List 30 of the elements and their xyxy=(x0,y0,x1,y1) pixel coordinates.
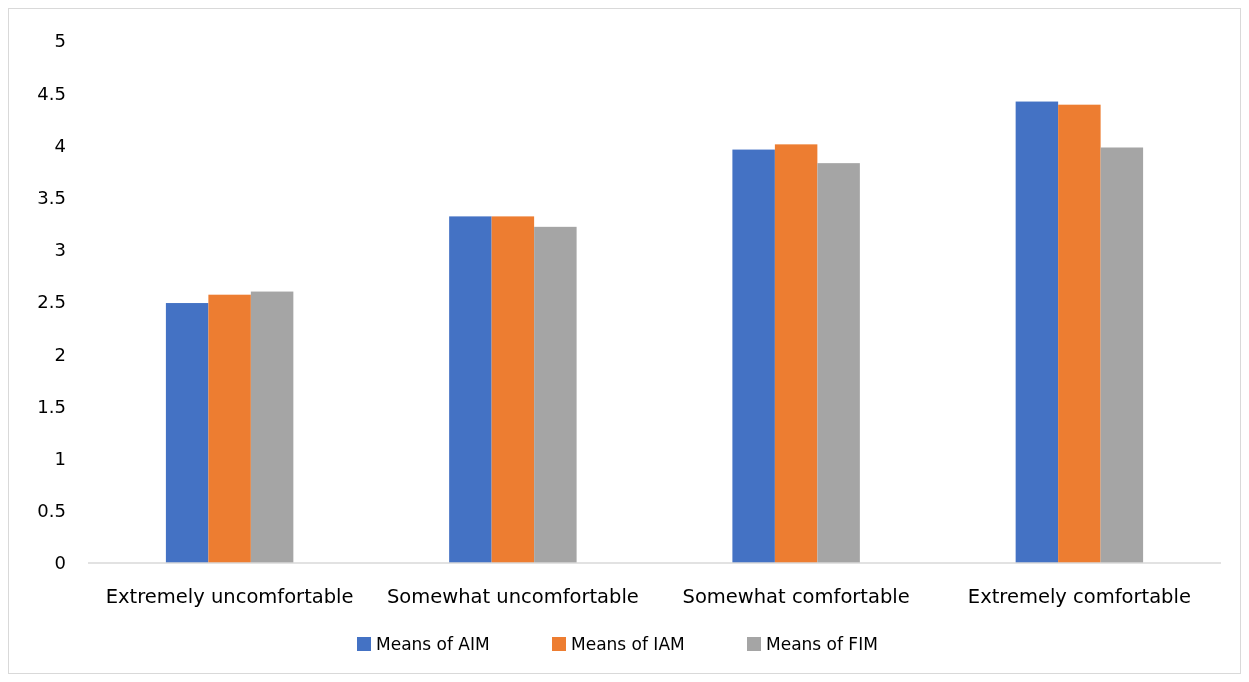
legend-label: Means of IAM xyxy=(571,633,685,654)
y-tick-label: 0 xyxy=(54,552,66,574)
bar xyxy=(250,291,294,563)
x-tick-label: Somewhat uncomfortable xyxy=(386,585,639,608)
y-tick-label: 1.5 xyxy=(37,395,66,417)
bar xyxy=(208,294,251,563)
bar xyxy=(534,226,577,563)
y-tick-label: 4.5 xyxy=(37,82,66,104)
y-tick-label: 0.5 xyxy=(37,500,66,522)
bar xyxy=(774,144,818,563)
y-tick-label: 4 xyxy=(54,134,66,156)
bar xyxy=(491,216,535,563)
y-tick-label: 1 xyxy=(54,447,66,469)
y-tick-label: 5 xyxy=(54,30,66,52)
bar xyxy=(817,163,860,563)
bar xyxy=(1015,101,1059,563)
bar xyxy=(165,303,209,563)
y-tick-label: 2 xyxy=(54,343,66,365)
x-tick-label: Extremely comfortable xyxy=(967,585,1191,608)
x-tick-label: Extremely uncomfortable xyxy=(105,585,354,608)
y-tick-label: 2.5 xyxy=(37,291,66,313)
x-tick-label: Somewhat comfortable xyxy=(682,585,910,608)
bar xyxy=(1058,104,1101,563)
bar xyxy=(449,216,492,563)
y-tick-label: 3.5 xyxy=(37,186,66,208)
legend-label: Means of FIM xyxy=(766,633,878,654)
legend-label: Means of AIM xyxy=(376,633,490,654)
bar xyxy=(732,149,775,563)
bar xyxy=(1100,147,1144,563)
y-tick-label: 3 xyxy=(54,239,66,261)
